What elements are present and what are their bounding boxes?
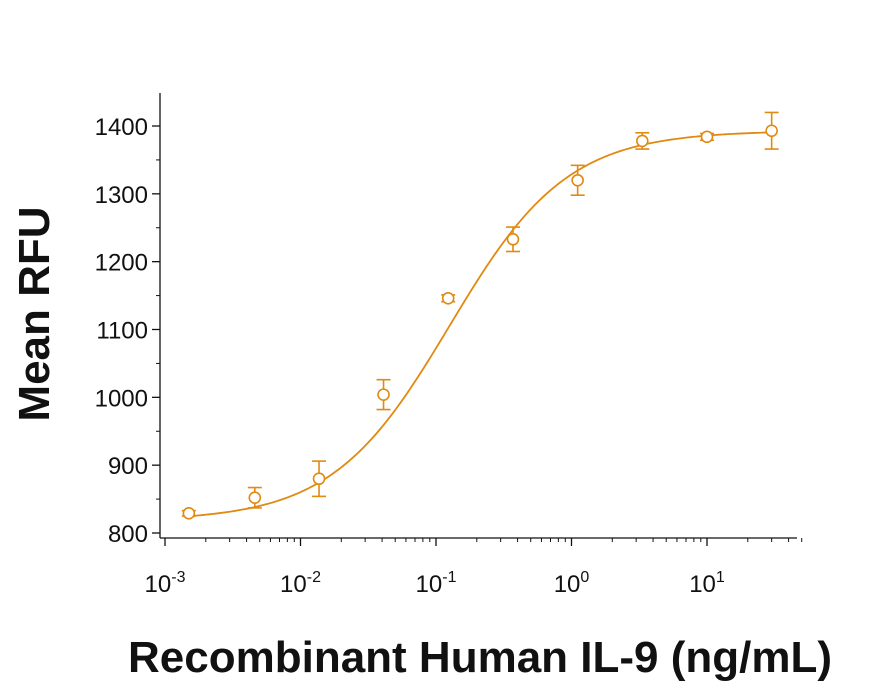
x-tick-label: 100 bbox=[554, 569, 590, 598]
x-tick-label: 10-2 bbox=[280, 569, 321, 598]
y-tick-label: 1000 bbox=[95, 385, 148, 412]
data-point bbox=[441, 291, 456, 305]
x-tick-label: 101 bbox=[689, 569, 725, 598]
point-marker bbox=[635, 134, 649, 148]
data-points-layer bbox=[181, 111, 779, 520]
x-tick-label: 10-3 bbox=[145, 569, 186, 598]
y-tick-label: 1100 bbox=[96, 318, 148, 345]
x-tick-label: 10-1 bbox=[416, 569, 457, 598]
data-point bbox=[181, 507, 196, 520]
point-marker bbox=[377, 388, 390, 401]
point-marker bbox=[506, 232, 520, 246]
data-point bbox=[247, 486, 262, 509]
y-tick-label: 900 bbox=[108, 453, 148, 480]
point-marker bbox=[441, 291, 455, 305]
data-point bbox=[312, 460, 327, 498]
axes: 800 900 1000 1100 1200 1300 1400 10-3 10-2 10-1 10… bbox=[95, 93, 803, 598]
y-tick-label: 800 bbox=[108, 521, 148, 548]
data-point bbox=[505, 226, 520, 253]
data-point bbox=[764, 111, 779, 150]
fit-curve-layer bbox=[188, 131, 772, 518]
x-axis-title: Recombinant Human IL-9 (ng/mL) bbox=[128, 633, 832, 682]
fit-curve bbox=[188, 131, 772, 518]
point-marker bbox=[765, 124, 778, 138]
y-axis-title: Mean RFU bbox=[10, 206, 59, 421]
data-point bbox=[635, 131, 650, 150]
point-marker bbox=[571, 173, 584, 187]
y-tick-label: 1300 bbox=[95, 182, 148, 209]
y-tick-label: 1400 bbox=[95, 114, 148, 141]
point-marker bbox=[700, 130, 714, 144]
point-marker bbox=[182, 507, 196, 520]
data-point bbox=[700, 130, 714, 144]
data-point bbox=[570, 164, 585, 196]
point-marker bbox=[248, 491, 262, 505]
y-tick-label: 1200 bbox=[95, 250, 148, 277]
data-point bbox=[376, 378, 391, 411]
point-marker bbox=[312, 472, 326, 486]
